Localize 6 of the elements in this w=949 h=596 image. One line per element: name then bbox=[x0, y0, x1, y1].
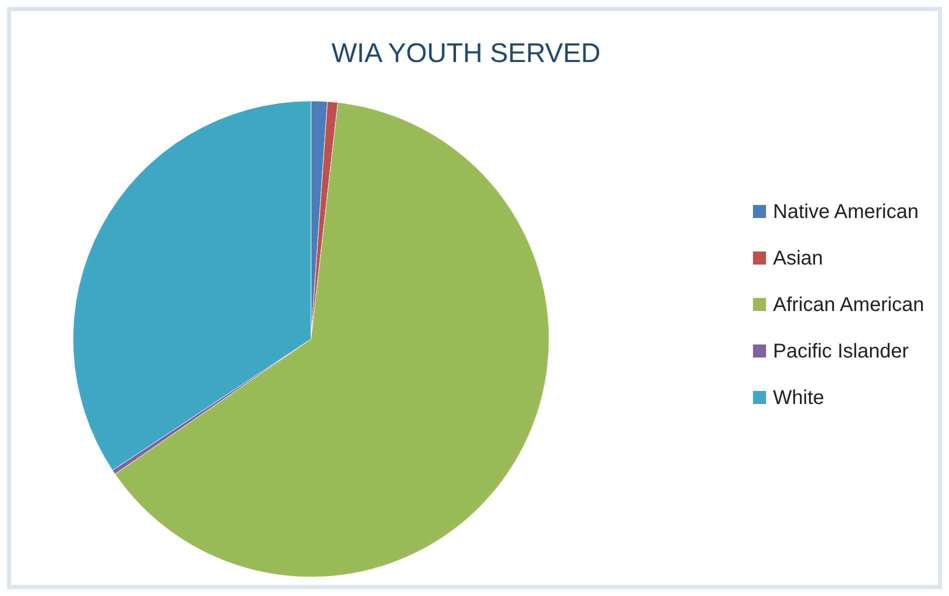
legend-label: Native American bbox=[773, 201, 919, 223]
legend-label: Asian bbox=[773, 248, 824, 270]
legend-label: African American bbox=[773, 294, 924, 316]
chart-title: WIA YOUTH SERVED bbox=[331, 38, 601, 68]
legend-label: White bbox=[773, 387, 824, 409]
legend-label: Pacific Islander bbox=[773, 340, 909, 362]
